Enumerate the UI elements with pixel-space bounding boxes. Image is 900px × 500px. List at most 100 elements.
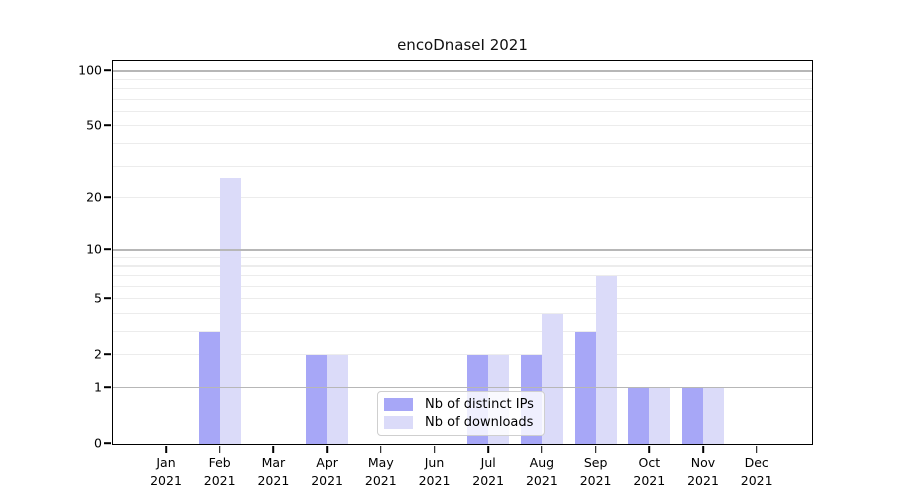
x-tick-year: 2021	[579, 472, 612, 488]
x-tick-label-nov-2021: Nov 2021	[687, 454, 719, 489]
y-tick-mark-20	[104, 196, 112, 198]
gridline-20	[113, 197, 812, 199]
x-tick-month: Apr	[316, 455, 338, 470]
x-tick-month: Jun	[424, 455, 445, 470]
gridline-70	[113, 98, 812, 100]
y-tick-label-2: 2	[94, 346, 102, 362]
gridline-1	[113, 386, 812, 389]
x-tick-label-may-2021: May 2021	[365, 454, 397, 489]
x-tick-label-jul-2021: Jul 2021	[472, 454, 504, 489]
y-tick-label-1: 1	[94, 379, 102, 395]
x-tick-year: 2021	[687, 472, 719, 488]
y-tick-label-5: 5	[94, 290, 102, 306]
y-tick-label-10: 10	[86, 241, 102, 257]
plot-area: Nb of distinct IPs Nb of downloads 0 1 2 5 1…	[78, 60, 813, 488]
gridline-30	[113, 165, 812, 167]
gridline-6	[113, 285, 812, 287]
x-tick-year: 2021	[311, 472, 343, 488]
x-tick-month: Mar	[261, 455, 286, 470]
gridline-100	[113, 70, 812, 72]
x-tick-month: Aug	[529, 455, 555, 470]
x-tick-month: Nov	[690, 455, 716, 470]
gridline-90	[113, 78, 812, 80]
x-tick-year: 2021	[472, 472, 505, 488]
x-tick-year: 2021	[418, 472, 451, 488]
x-tick-month: Jul	[480, 455, 496, 470]
gridline-7	[113, 274, 812, 277]
x-tick-month: Oct	[638, 455, 661, 470]
x-tick-year: 2021	[740, 472, 773, 488]
x-tick-mark-jul-2021	[487, 445, 489, 453]
gridline-40	[113, 142, 812, 145]
x-tick-month: Feb	[208, 455, 231, 470]
gridline-60	[113, 110, 812, 113]
gridline-50	[113, 125, 812, 127]
x-tick-mark-apr-2021	[326, 445, 328, 453]
y-tick-mark-50	[104, 124, 112, 127]
x-tick-year: 2021	[525, 472, 558, 488]
chart-title: encoDnaseI 2021	[397, 36, 528, 54]
y-tick-mark-100	[104, 69, 112, 71]
legend-item-downloads: Nb of downloads	[384, 415, 544, 430]
bar-nb-of-downloads-oct-2021	[649, 388, 671, 444]
x-tick-mark-jun-2021	[433, 445, 436, 453]
x-tick-mark-nov-2021	[702, 445, 704, 453]
gridline-2	[113, 354, 812, 356]
y-tick-mark-0	[104, 442, 112, 444]
x-tick-label-apr-2021: Apr 2021	[311, 454, 343, 489]
legend-label-downloads: Nb of downloads	[425, 415, 534, 430]
y-tick-label-20: 20	[86, 189, 102, 205]
bar-nb-of-distinct-ips-apr-2021	[306, 355, 328, 444]
x-tick-label-jan-2021: Jan 2021	[150, 454, 182, 489]
gridline-4	[113, 312, 812, 315]
bar-nb-of-downloads-feb-2021	[219, 177, 241, 444]
x-tick-label-oct-2021: Oct 2021	[633, 454, 665, 489]
bar-nb-of-downloads-aug-2021	[541, 313, 563, 444]
y-tick-label-0: 0	[94, 435, 102, 451]
x-tick-mark-dec-2021	[755, 445, 758, 453]
bar-nb-of-distinct-ips-oct-2021	[628, 388, 650, 444]
gridline-10	[113, 249, 812, 251]
x-tick-label-jun-2021: Jun 2021	[419, 454, 451, 489]
y-tick-label-50: 50	[86, 117, 102, 133]
y-tick-mark-5	[104, 297, 112, 300]
bar-nb-of-distinct-ips-nov-2021	[682, 388, 703, 444]
x-tick-label-feb-2021: Feb 2021	[204, 454, 236, 489]
x-tick-year: 2021	[633, 472, 666, 488]
x-tick-year: 2021	[203, 472, 236, 488]
x-tick-mark-mar-2021	[272, 445, 275, 453]
x-tick-month: Sep	[583, 455, 608, 470]
y-tick-label-100: 100	[78, 62, 102, 78]
x-tick-label-sep-2021: Sep 2021	[580, 454, 612, 489]
x-tick-month: Dec	[744, 455, 769, 470]
legend-swatch-distinct-ips	[384, 398, 413, 411]
x-tick-month: Jan	[156, 455, 176, 470]
x-tick-month: May	[367, 455, 394, 470]
x-tick-mark-feb-2021	[218, 445, 221, 453]
gridline-80	[113, 87, 812, 90]
x-tick-label-mar-2021: Mar 2021	[257, 454, 289, 489]
x-tick-label-dec-2021: Dec 2021	[741, 454, 773, 489]
x-tick-mark-jan-2021	[165, 445, 167, 453]
x-tick-mark-may-2021	[380, 445, 382, 453]
x-tick-mark-aug-2021	[541, 445, 543, 453]
legend: Nb of distinct IPs Nb of downloads	[377, 391, 545, 436]
bar-nb-of-downloads-nov-2021	[703, 388, 724, 444]
x-tick-mark-oct-2021	[648, 445, 651, 453]
x-tick-label-aug-2021: Aug 2021	[526, 454, 558, 489]
x-tick-mark-sep-2021	[594, 445, 597, 453]
legend-label-distinct-ips: Nb of distinct IPs	[425, 397, 534, 412]
bar-nb-of-downloads-apr-2021	[327, 355, 349, 444]
y-tick-mark-10	[104, 248, 112, 251]
gridline-8	[113, 265, 812, 267]
x-tick-year: 2021	[257, 472, 290, 488]
legend-swatch-downloads	[384, 416, 413, 429]
x-tick-year: 2021	[150, 472, 182, 488]
gridline-5	[113, 298, 812, 300]
gridline-3	[113, 330, 812, 333]
y-tick-mark-1	[104, 386, 112, 388]
bar-nb-of-downloads-sep-2021	[595, 275, 617, 444]
y-tick-mark-2	[104, 353, 112, 356]
legend-item-distinct-ips: Nb of distinct IPs	[384, 397, 544, 412]
gridline-9	[113, 256, 812, 259]
